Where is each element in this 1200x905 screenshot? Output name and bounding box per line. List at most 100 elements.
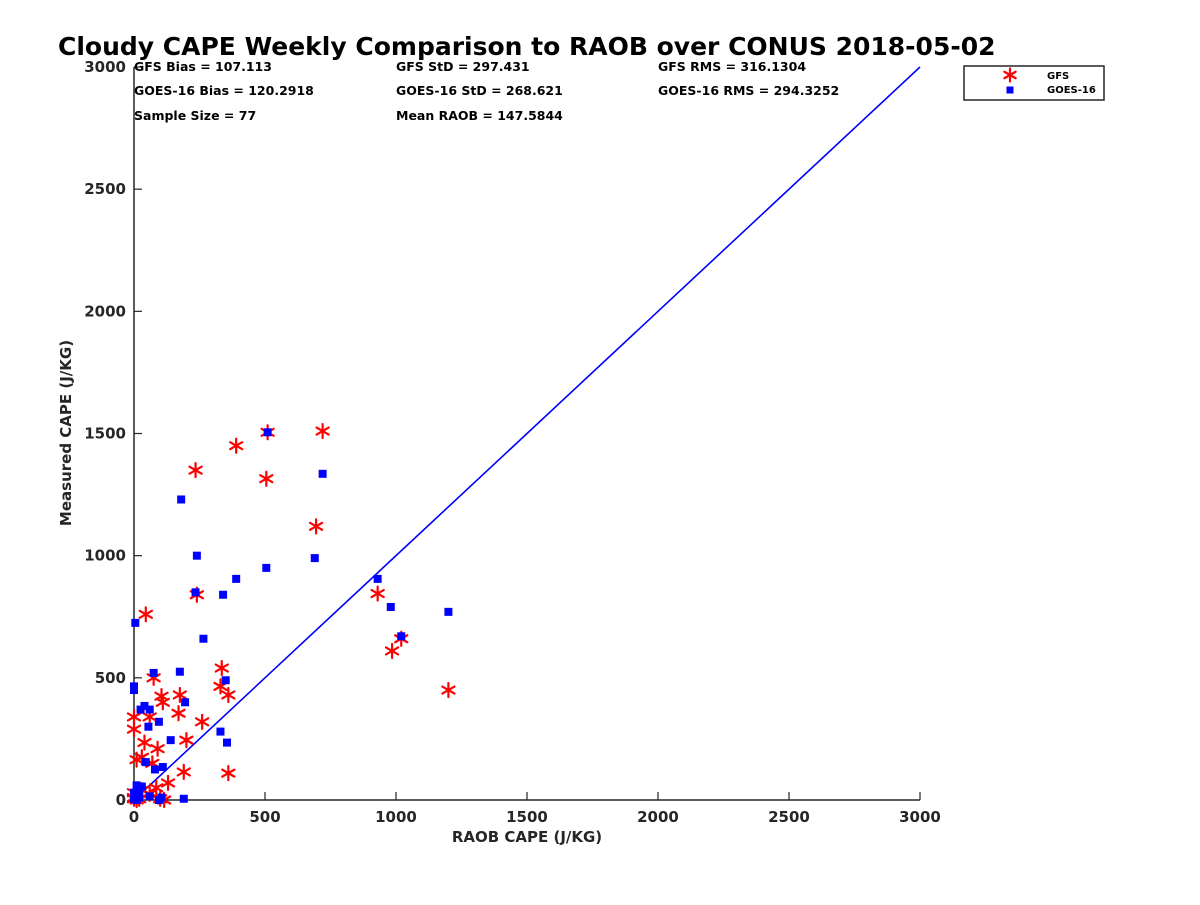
goes16-point (216, 727, 225, 736)
stat-text: GFS Bias = 107.113 (134, 59, 272, 74)
y-tick-label: 500 (95, 669, 126, 687)
gfs-point (259, 470, 274, 487)
x-tick-label: 1000 (375, 808, 417, 826)
goes16-point (221, 676, 230, 685)
goes16-point (166, 736, 175, 745)
legend-gfs-symbol (1003, 67, 1017, 83)
y-tick-label: 0 (116, 791, 126, 809)
x-tick-label: 2500 (768, 808, 810, 826)
goes16-point (145, 705, 154, 714)
gfs-point (214, 659, 229, 677)
gfs-point (179, 732, 194, 749)
goes16-point (132, 781, 141, 790)
goes16-point (310, 554, 319, 563)
stat-text: GOES-16 Bias = 120.2918 (134, 83, 314, 98)
x-tick-label: 0 (129, 808, 139, 826)
x-tick-label: 2000 (637, 808, 679, 826)
y-tick-label: 2500 (84, 180, 126, 198)
goes16-point (145, 792, 154, 801)
goes16-point (131, 618, 140, 627)
goes16-point (232, 574, 241, 583)
goes16-point (397, 632, 406, 641)
goes16-point (135, 793, 144, 802)
goes16-point (144, 722, 153, 731)
goes16-point (191, 588, 200, 597)
gfs-point (315, 422, 330, 440)
gfs-point (172, 686, 188, 704)
goes16-point (158, 763, 167, 772)
legend-box (963, 65, 1105, 101)
y-tick-label: 1000 (84, 547, 126, 565)
legend-goes16-label: GOES-16 (1047, 85, 1096, 96)
goes16-point (150, 765, 159, 774)
goes16-point (192, 551, 201, 560)
one-to-one-line (133, 66, 921, 801)
goes16-point (141, 758, 150, 767)
gfs-point (221, 686, 236, 704)
gfs-point (171, 705, 186, 722)
stat-text: GFS StD = 297.431 (396, 59, 530, 74)
gfs-point (308, 518, 324, 535)
goes16-point (199, 634, 208, 643)
stat-text: Sample Size = 77 (134, 108, 256, 123)
gfs-point (126, 721, 142, 738)
stat-text: GOES-16 RMS = 294.3252 (658, 83, 839, 98)
plot-area (126, 66, 921, 809)
gfs-point (155, 694, 170, 711)
legend-goes16-marker (1006, 86, 1014, 94)
goes16-point (179, 794, 188, 803)
gfs-point (188, 462, 203, 479)
stat-text: GFS RMS = 316.1304 (658, 59, 806, 74)
gfs-point (221, 765, 236, 782)
goes16-point (175, 667, 184, 676)
goes16-point (263, 428, 272, 437)
gfs-point (370, 585, 385, 602)
x-tick-label: 500 (249, 808, 280, 826)
goes16-point (219, 590, 228, 599)
goes16-point (262, 563, 271, 572)
gfs-point (138, 606, 153, 623)
x-tick-label: 1500 (506, 808, 548, 826)
y-tick-label: 3000 (84, 58, 126, 76)
gfs-point (150, 740, 165, 757)
legend-goes16-symbol (1006, 86, 1014, 94)
goes16-point (149, 668, 158, 677)
gfs-point (229, 437, 244, 454)
legend: GFS GOES-16 (963, 65, 1105, 101)
goes16-point (177, 495, 186, 504)
y-axis-label: Measured CAPE (J/KG) (57, 340, 75, 526)
series-goes16 (130, 428, 453, 804)
goes16-point (130, 686, 138, 695)
goes16-point (386, 602, 395, 611)
gfs-point (441, 681, 456, 699)
gfs-point (160, 774, 176, 791)
goes16-point (130, 788, 138, 797)
y-tick-label: 1500 (84, 425, 126, 443)
y-tick-label: 2000 (84, 302, 126, 320)
goes16-point (373, 574, 382, 583)
gfs-point (137, 734, 152, 751)
goes16-point (154, 717, 163, 726)
goes16-point (318, 469, 327, 478)
stat-text: GOES-16 StD = 268.621 (396, 83, 563, 98)
goes16-point (154, 796, 163, 804)
gfs-point (194, 713, 210, 730)
legend-gfs-marker (1003, 67, 1017, 83)
gfs-point (176, 763, 191, 781)
gfs-point (149, 779, 164, 796)
goes16-point (137, 782, 146, 791)
legend-gfs-label: GFS (1047, 71, 1069, 82)
goes16-point (181, 698, 190, 707)
chart-title: Cloudy CAPE Weekly Comparison to RAOB ov… (58, 32, 996, 61)
axes: 0 500 1000 1500 2000 2500 3000 0 500 1000 1500 2000… (84, 58, 941, 826)
x-axis-label: RAOB CAPE (J/KG) (452, 828, 602, 846)
gfs-point (384, 642, 400, 660)
stat-text: Mean RAOB = 147.5844 (396, 108, 563, 123)
goes16-point (223, 738, 232, 747)
goes16-point (444, 607, 453, 616)
statistics-block: GFS Bias = 107.113 GFS StD = 297.431 GFS R… (134, 59, 839, 123)
x-tick-label: 3000 (899, 808, 941, 826)
